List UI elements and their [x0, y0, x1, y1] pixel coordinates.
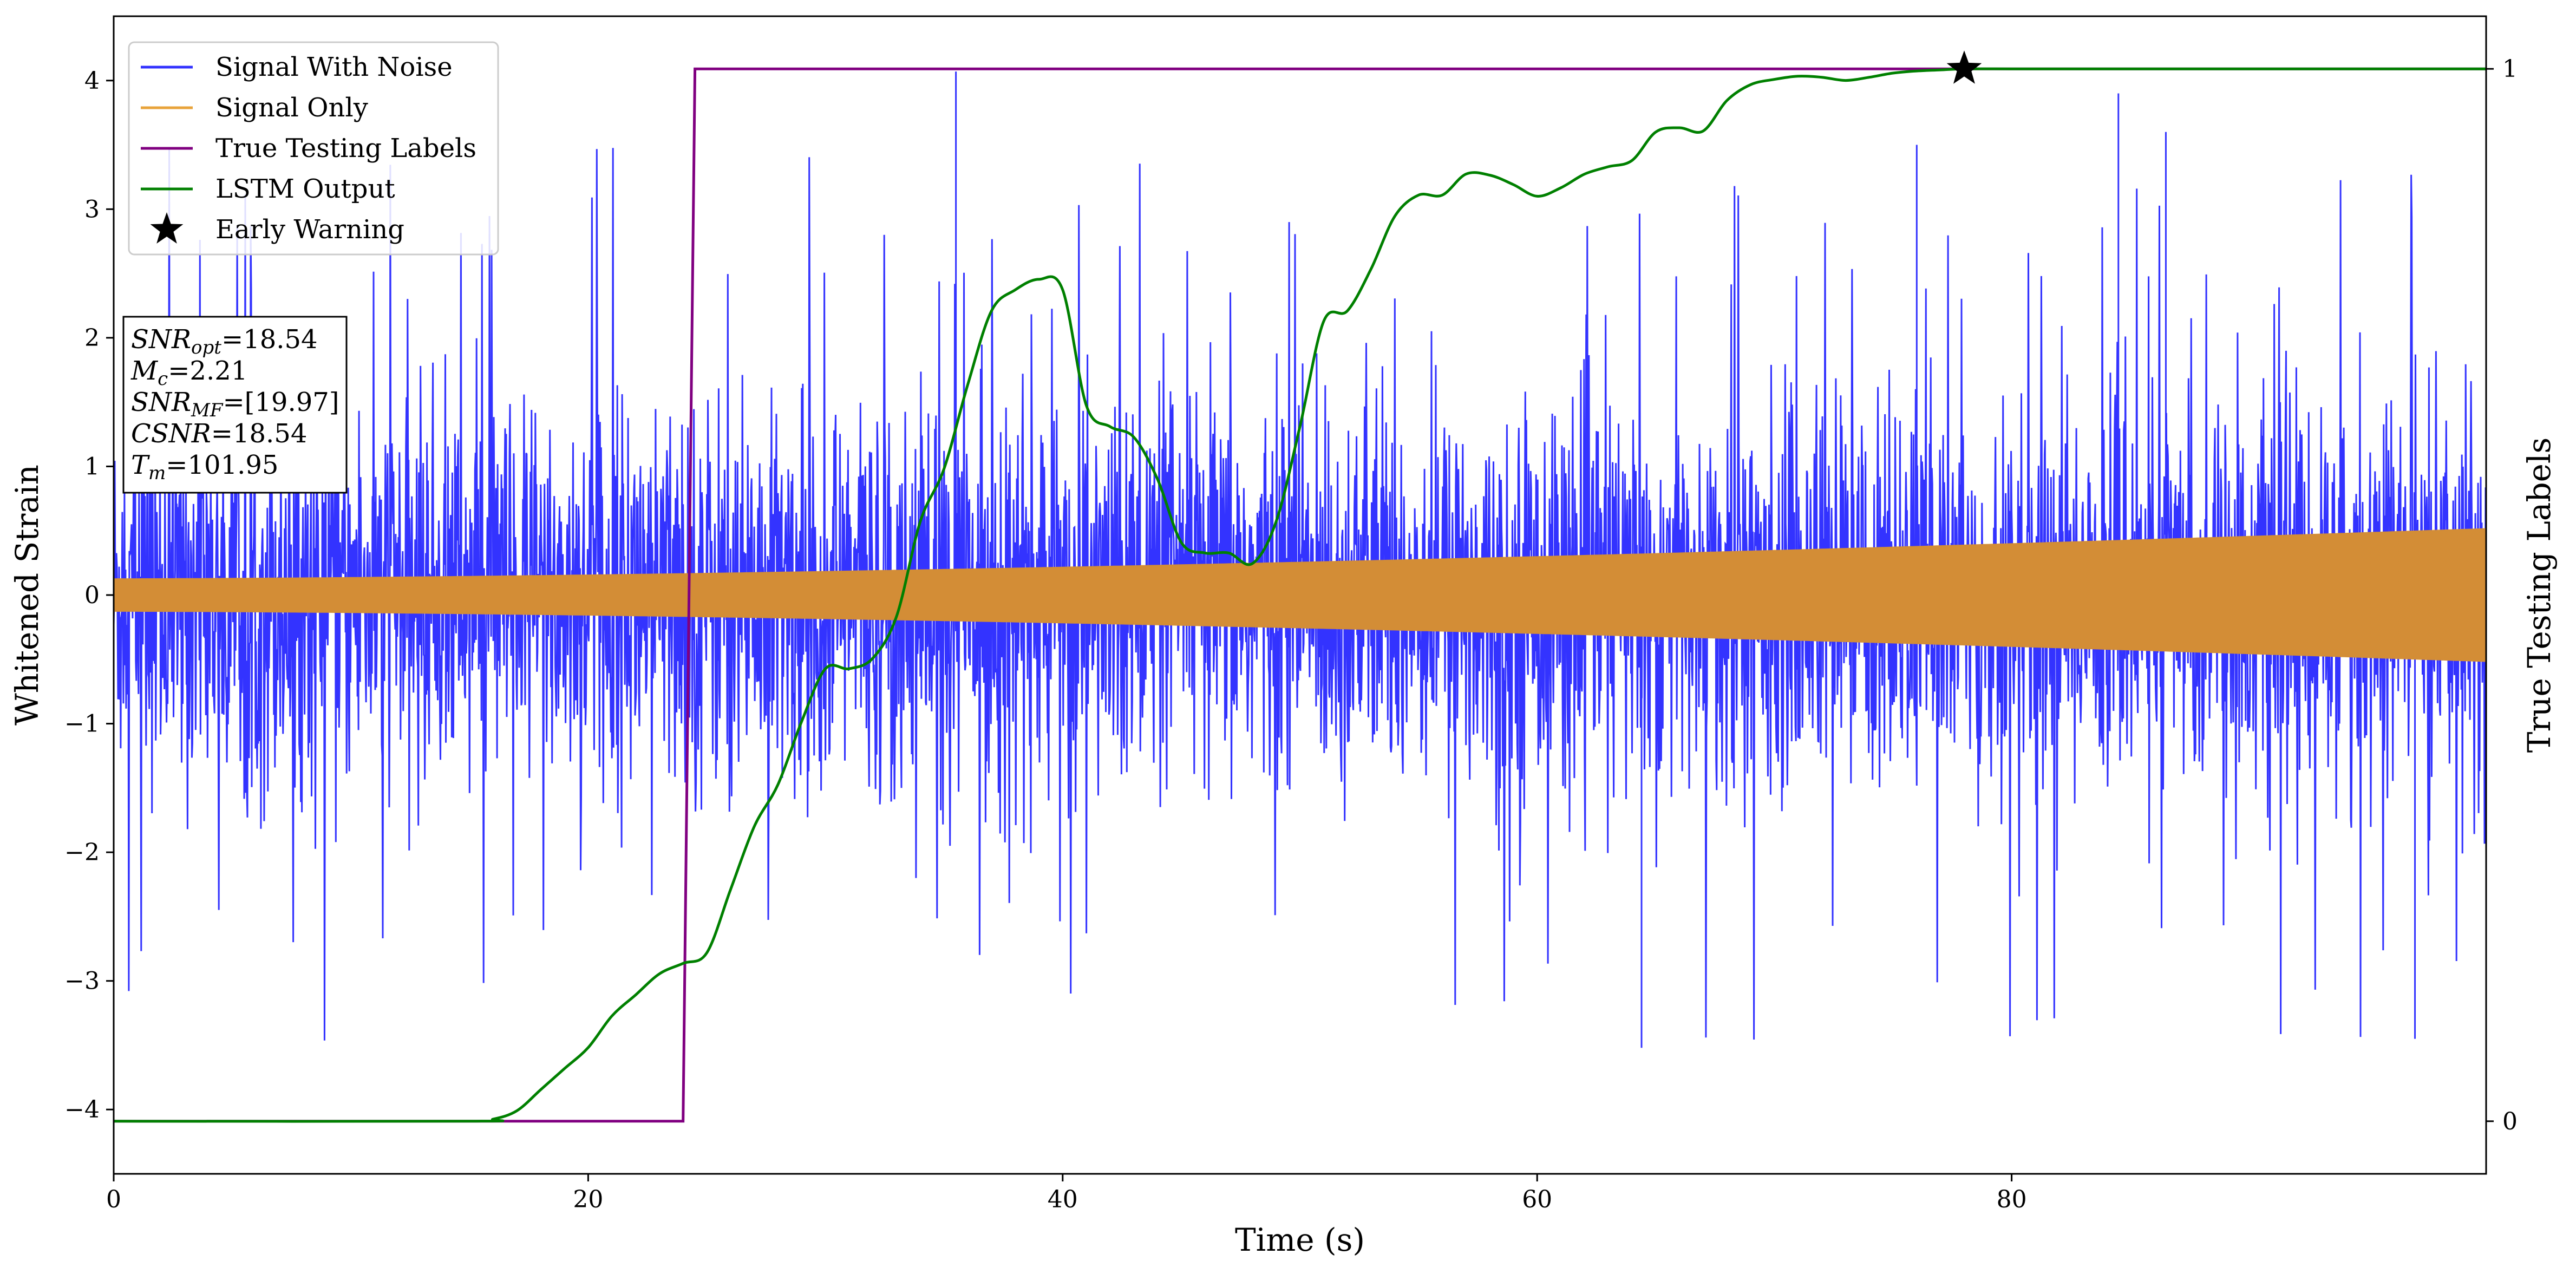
y-tick-label: −2	[64, 839, 100, 866]
info-symbol: M	[130, 356, 159, 386]
y-tick-label: −4	[64, 1096, 100, 1123]
y-tick-label: 3	[84, 195, 100, 223]
info-line: Tm=101.95	[131, 450, 278, 484]
legend: Signal With Noise Signal Only True Testing…	[128, 41, 499, 256]
legend-label: Signal Only	[215, 93, 368, 123]
x-tick-label: 60	[1522, 1186, 1552, 1213]
info-subscript: m	[148, 462, 166, 484]
legend-label: True Testing Labels	[215, 133, 476, 164]
y2-tick-label: 1	[2502, 55, 2518, 83]
y-tick-label: 0	[84, 582, 100, 609]
y2-axis-label: True Testing Labels	[2521, 437, 2558, 753]
legend-marker	[150, 212, 184, 244]
info-subscript: c	[158, 368, 168, 390]
y2-tick-label: 0	[2502, 1108, 2518, 1135]
early-warning-star	[1946, 50, 1982, 84]
x-tick-label: 0	[106, 1186, 121, 1213]
plot-area	[114, 67, 2486, 1123]
info-subscript: opt	[191, 337, 221, 358]
y-tick-label: 2	[84, 324, 100, 352]
info-line: Mc=2.21	[130, 356, 247, 390]
legend-label: LSTM Output	[215, 174, 395, 204]
y-axis-left: −4 −3 −2 −1 0 1 2 3 4	[64, 67, 114, 1123]
info-symbol: CSNR	[131, 419, 211, 449]
info-symbol: SNR	[131, 324, 191, 355]
info-box: SNRopt=18.54Mc=2.21SNRMF=[19.97]CSNR=18.…	[122, 316, 348, 494]
legend-box	[128, 41, 499, 256]
info-box-frame	[122, 316, 348, 494]
info-value: =18.54	[211, 419, 308, 449]
legend-label: Early Warning	[215, 214, 404, 245]
y-tick-label: 4	[84, 67, 100, 95]
info-line: SNRopt=18.54	[131, 324, 318, 358]
info-value: =101.95	[166, 450, 278, 480]
info-line: CSNR=18.54	[131, 419, 307, 449]
info-value: =18.54	[221, 324, 318, 355]
info-line: SNRMF=[19.97]	[131, 387, 339, 421]
x-axis: 0 20 40 60 80	[106, 1174, 2027, 1213]
info-value: =2.21	[168, 356, 247, 386]
info-symbol: T	[131, 450, 150, 480]
y-tick-label: 1	[84, 453, 100, 480]
info-symbol: SNR	[131, 387, 191, 417]
y-axis-right: 01	[2486, 55, 2518, 1135]
y-axis-label: Whitened Strain	[9, 465, 45, 726]
y-tick-label: −1	[64, 710, 100, 738]
legend-label: Signal With Noise	[215, 52, 453, 82]
x-axis-label: Time (s)	[1235, 1221, 1365, 1258]
x-tick-label: 20	[573, 1186, 603, 1213]
lstm-output-line	[114, 67, 2486, 1123]
info-value: =[19.97]	[223, 387, 339, 417]
signal-only-band	[114, 528, 2486, 662]
y-tick-label: −3	[64, 968, 100, 995]
x-tick-label: 40	[1048, 1186, 1078, 1213]
x-tick-label: 80	[1997, 1186, 2027, 1213]
info-subscript: MF	[191, 400, 224, 421]
